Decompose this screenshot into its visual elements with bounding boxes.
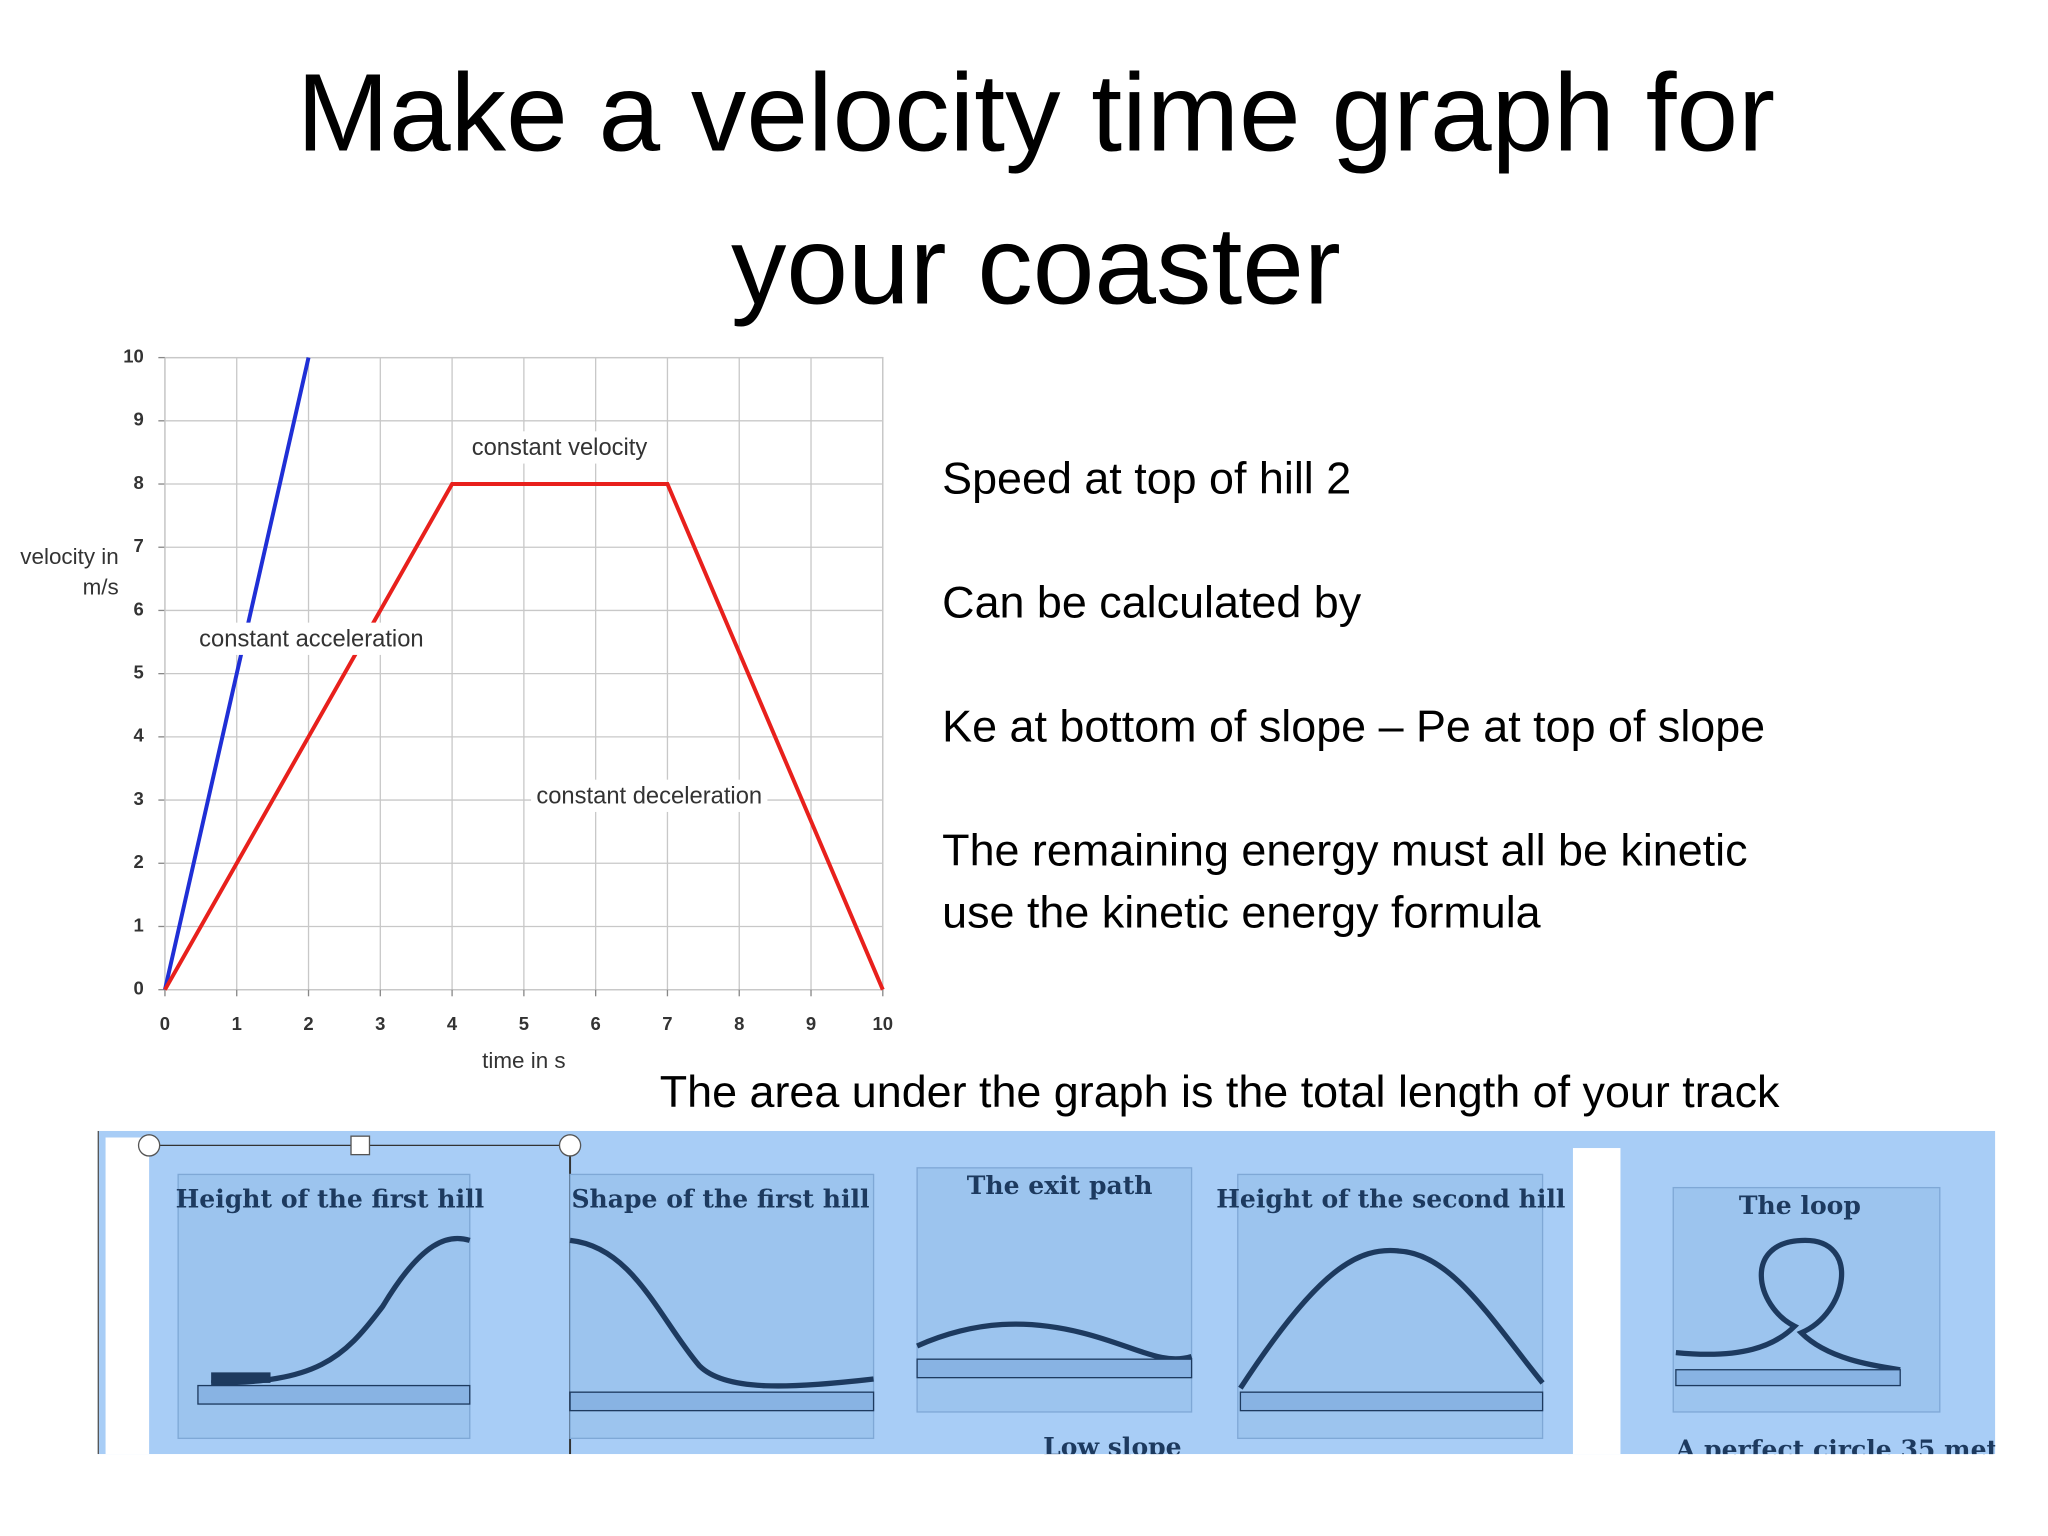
annotation-bg xyxy=(466,431,653,464)
note: Ke at bottom of slope – Pe at top of slo… xyxy=(942,701,1765,752)
y-tick-label: 6 xyxy=(134,598,144,619)
title-line: your coaster xyxy=(731,205,1341,328)
panel-caption: Low slope xyxy=(1043,1431,1181,1461)
data-line xyxy=(163,482,885,991)
y-tick-label: 4 xyxy=(134,725,145,746)
annotation: constant velocity xyxy=(472,434,648,461)
x-tick-label: 7 xyxy=(662,1013,672,1034)
x-axis-label: time in s xyxy=(482,1048,565,1073)
panel-title: Height of the second hill xyxy=(1216,1183,1565,1213)
x-tick-label: 5 xyxy=(519,1013,529,1034)
y-tick-label: 3 xyxy=(134,788,144,809)
y-tick-label: 1 xyxy=(134,914,144,935)
panel-title: Height of the first hill xyxy=(176,1183,485,1213)
x-tick-label: 0 xyxy=(160,1013,170,1034)
x-tick-label: 6 xyxy=(591,1013,601,1034)
footer: The area under the graph is the total le… xyxy=(660,1066,1780,1117)
note: use the kinetic energy formula xyxy=(942,887,1540,938)
chart: 0 1 2 3 4 5 6 7 8 9 10 0 1 2 3 4 5 6 7 8 9 10 time in s velocit… xyxy=(20,345,893,1073)
annotation: constant acceleration xyxy=(199,625,423,652)
x-tick-label: 2 xyxy=(303,1013,313,1034)
data-line xyxy=(163,357,311,991)
x-tick-label: 1 xyxy=(232,1013,242,1034)
panel-title: The loop xyxy=(1739,1190,1861,1220)
x-tick-label: 10 xyxy=(873,1013,894,1034)
note: Speed at top of hill 2 xyxy=(942,452,1351,503)
y-tick-label: 0 xyxy=(134,978,144,999)
y-tick-label: 7 xyxy=(134,535,144,556)
annotation-bg xyxy=(193,622,429,655)
annotation-bg xyxy=(531,779,768,812)
x-tick-label: 9 xyxy=(806,1013,816,1034)
panel-caption: A perfect circle 35 mete xyxy=(1675,1434,2014,1464)
annotation: constant deceleration xyxy=(536,782,762,809)
y-axis-label: m/s xyxy=(83,574,119,599)
y-tick-label: 10 xyxy=(123,345,144,366)
note: Can be calculated by xyxy=(942,577,1362,628)
title-line: Make a velocity time graph for xyxy=(297,52,1775,175)
y-tick-label: 8 xyxy=(134,472,144,493)
image-strip: Height of the first hill Shape of the fi… xyxy=(97,1130,2014,1464)
x-tick-label: 3 xyxy=(375,1013,385,1034)
y-tick-label: 2 xyxy=(134,851,144,872)
panel-title: The exit path xyxy=(967,1170,1153,1200)
x-tick-label: 4 xyxy=(447,1013,458,1034)
y-axis-label: velocity in xyxy=(20,544,118,569)
x-tick-label: 8 xyxy=(734,1013,744,1034)
y-tick-label: 5 xyxy=(134,662,144,683)
y-tick-label: 9 xyxy=(134,409,144,430)
note: The remaining energy must all be kinetic xyxy=(942,825,1747,876)
panel-title: Shape of the first hill xyxy=(571,1183,869,1213)
